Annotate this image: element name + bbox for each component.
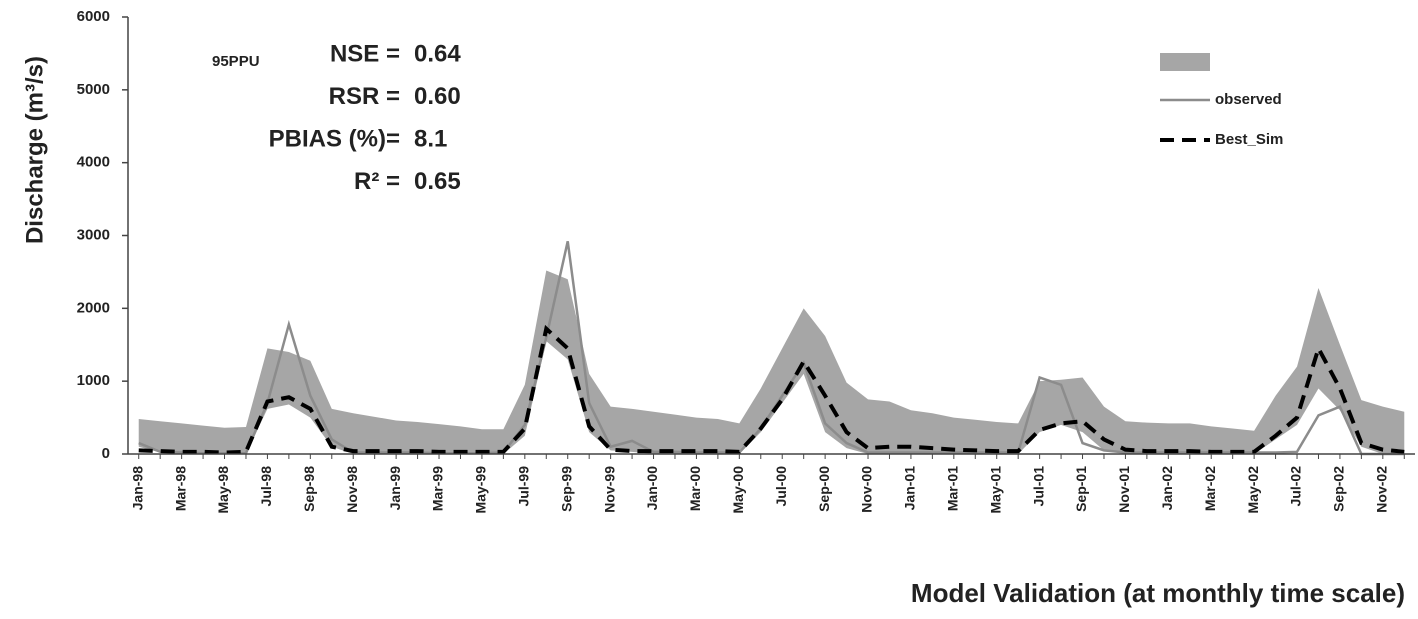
x-tick-label: Jul-02 — [1288, 466, 1304, 507]
x-tick-label: May-00 — [730, 466, 746, 514]
x-tick-label: Jan-00 — [644, 466, 660, 511]
x-tick-label: Jan-02 — [1159, 466, 1175, 511]
x-tick-label: Sep-99 — [558, 466, 574, 512]
x-tick-label: May-02 — [1245, 466, 1261, 514]
legend-label: observed — [1215, 91, 1282, 108]
ppu-band — [138, 270, 1405, 454]
x-tick-label: Jan-98 — [129, 466, 145, 511]
x-tick-label: Jul-00 — [773, 466, 789, 507]
x-tick-label: Nov-98 — [344, 466, 360, 513]
legend-label: 95PPU — [212, 53, 260, 70]
x-tick-label: Nov-99 — [601, 466, 617, 513]
y-tick-label: 5000 — [77, 81, 110, 98]
y-tick-label: 2000 — [77, 299, 110, 316]
x-tick-label: Nov-02 — [1374, 466, 1390, 513]
x-tick-label: Mar-00 — [687, 466, 703, 511]
legend-label: Best_Sim — [1215, 131, 1283, 148]
stat-label: RSR = — [329, 83, 400, 110]
y-axis-label: Discharge (m³/s) — [21, 56, 48, 244]
x-tick-label: Nov-01 — [1116, 466, 1132, 513]
x-tick-label: Sep-01 — [1073, 466, 1089, 512]
stat-label: NSE = — [330, 40, 400, 67]
y-tick-label: 6000 — [77, 8, 110, 25]
y-tick-label: 3000 — [77, 226, 110, 243]
x-tick-label: Mar-98 — [172, 466, 188, 511]
y-tick-label: 4000 — [77, 154, 110, 171]
x-tick-label: Jan-01 — [902, 466, 918, 511]
stat-value: 0.65 — [414, 168, 461, 195]
stat-label: R² = — [354, 168, 400, 195]
x-tick-label: Sep-98 — [301, 466, 317, 512]
x-tick-label: Nov-00 — [859, 466, 875, 513]
y-tick-label: 1000 — [77, 372, 110, 389]
series-line — [138, 324, 1405, 455]
x-tick-label: Jul-99 — [516, 466, 532, 507]
x-tick-label: May-98 — [215, 466, 231, 514]
x-tick-label: Jul-01 — [1030, 466, 1046, 507]
legend-swatch — [1160, 53, 1210, 71]
x-tick-label: Mar-01 — [945, 466, 961, 511]
stat-label: PBIAS (%)= — [269, 125, 400, 152]
x-tick-label: Sep-02 — [1331, 466, 1347, 512]
x-tick-label: Jul-98 — [258, 466, 274, 507]
stat-value: 8.1 — [414, 125, 447, 152]
x-tick-label: Sep-00 — [816, 466, 832, 512]
y-tick-label: 0 — [102, 445, 110, 462]
stat-value: 0.64 — [414, 40, 461, 67]
x-tick-label: Jan-99 — [387, 466, 403, 511]
x-tick-label: May-99 — [473, 466, 489, 514]
x-tick-label: May-01 — [987, 466, 1003, 514]
x-axis-label: Model Validation (at monthly time scale) — [911, 578, 1405, 608]
x-tick-label: Mar-99 — [430, 466, 446, 511]
stat-value: 0.60 — [414, 83, 461, 110]
x-tick-label: Mar-02 — [1202, 466, 1218, 511]
